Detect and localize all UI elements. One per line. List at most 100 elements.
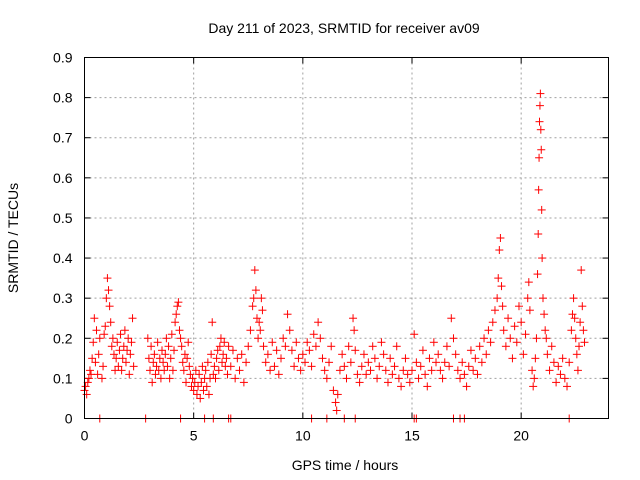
data-point [498,302,507,311]
data-point [277,354,285,363]
y-tick-label: 0.3 [53,290,73,306]
data-point [201,366,210,375]
data-point [469,366,478,375]
data-point [442,342,451,351]
data-point [91,358,100,367]
data-point [517,318,526,327]
data-point [105,302,114,311]
data-point [301,358,310,367]
data-point [209,370,218,379]
data-point [535,117,544,126]
data-point [270,362,279,371]
x-tick-label: 10 [295,428,311,444]
y-tick-label: 0.2 [53,330,73,346]
data-point [216,334,225,343]
data-point [259,342,268,351]
data-point [311,342,320,351]
data-point [155,354,164,363]
data-point [456,374,465,383]
data-point [85,366,94,375]
data-point [223,370,232,379]
data-point [256,326,265,335]
data-point [488,318,497,327]
data-point [220,338,229,347]
data-point [107,342,116,351]
grid [84,57,609,419]
data-point [531,354,540,363]
data-point [445,362,454,371]
data-point [534,229,543,238]
data-point [486,338,495,347]
data-point [143,334,152,343]
data-point [120,326,129,335]
data-point [183,354,192,363]
data-point [541,326,550,335]
x-tick-label: 15 [404,428,420,444]
data-point [408,366,416,375]
data-point [97,374,106,383]
data-point [231,374,240,383]
data-point [414,374,423,383]
data-point [429,338,438,347]
data-point [379,350,388,359]
data-point [359,350,368,359]
data-point [222,354,231,363]
data-point [327,342,336,351]
data-point [226,362,235,371]
data-point [152,362,161,371]
data-point [171,318,180,327]
data-point [366,366,375,375]
data-point [199,386,208,395]
data-point [128,314,137,323]
data-point [146,366,154,375]
data-point [421,370,430,379]
data-point [447,314,456,323]
data-point [150,350,159,359]
data-point [475,342,484,351]
data-point [501,342,510,351]
data-point [180,350,189,359]
data-point [167,330,176,339]
data-point [460,370,469,379]
data-point [160,366,169,375]
data-point [401,354,410,363]
data-point [94,350,103,359]
plot-frame [84,57,609,419]
data-point [383,378,392,387]
data-point [144,354,153,363]
chart-title: Day 211 of 2023, SRMTID for receiver av0… [208,20,480,36]
data-point [568,310,577,319]
data-point [92,326,101,335]
data-point [438,374,447,383]
data-point [125,370,134,379]
data-point [212,354,221,363]
data-point [210,362,219,371]
data-point [185,362,194,371]
data-point [571,334,580,343]
data-point [316,334,325,343]
data-point [283,310,292,319]
y-tick-label: 0.4 [53,250,73,266]
data-point [575,342,584,351]
data-point [178,358,187,367]
data-point [521,330,530,339]
data-point [252,314,261,323]
data-point [149,358,158,367]
data-point [215,342,224,351]
data-point [218,358,227,367]
data-point [174,298,183,307]
data-point [556,370,565,379]
y-tick-label: 0.7 [53,130,73,146]
data-point [572,350,581,359]
data-point [482,350,491,359]
x-tick-label: 5 [190,428,198,444]
data-point [493,294,502,303]
data-point [322,374,331,383]
data-point [537,205,546,214]
data-point [458,358,467,367]
data-point [127,338,136,347]
data-point [214,366,223,375]
data-point [309,330,318,339]
data-point [211,374,220,383]
data-point [123,346,132,355]
